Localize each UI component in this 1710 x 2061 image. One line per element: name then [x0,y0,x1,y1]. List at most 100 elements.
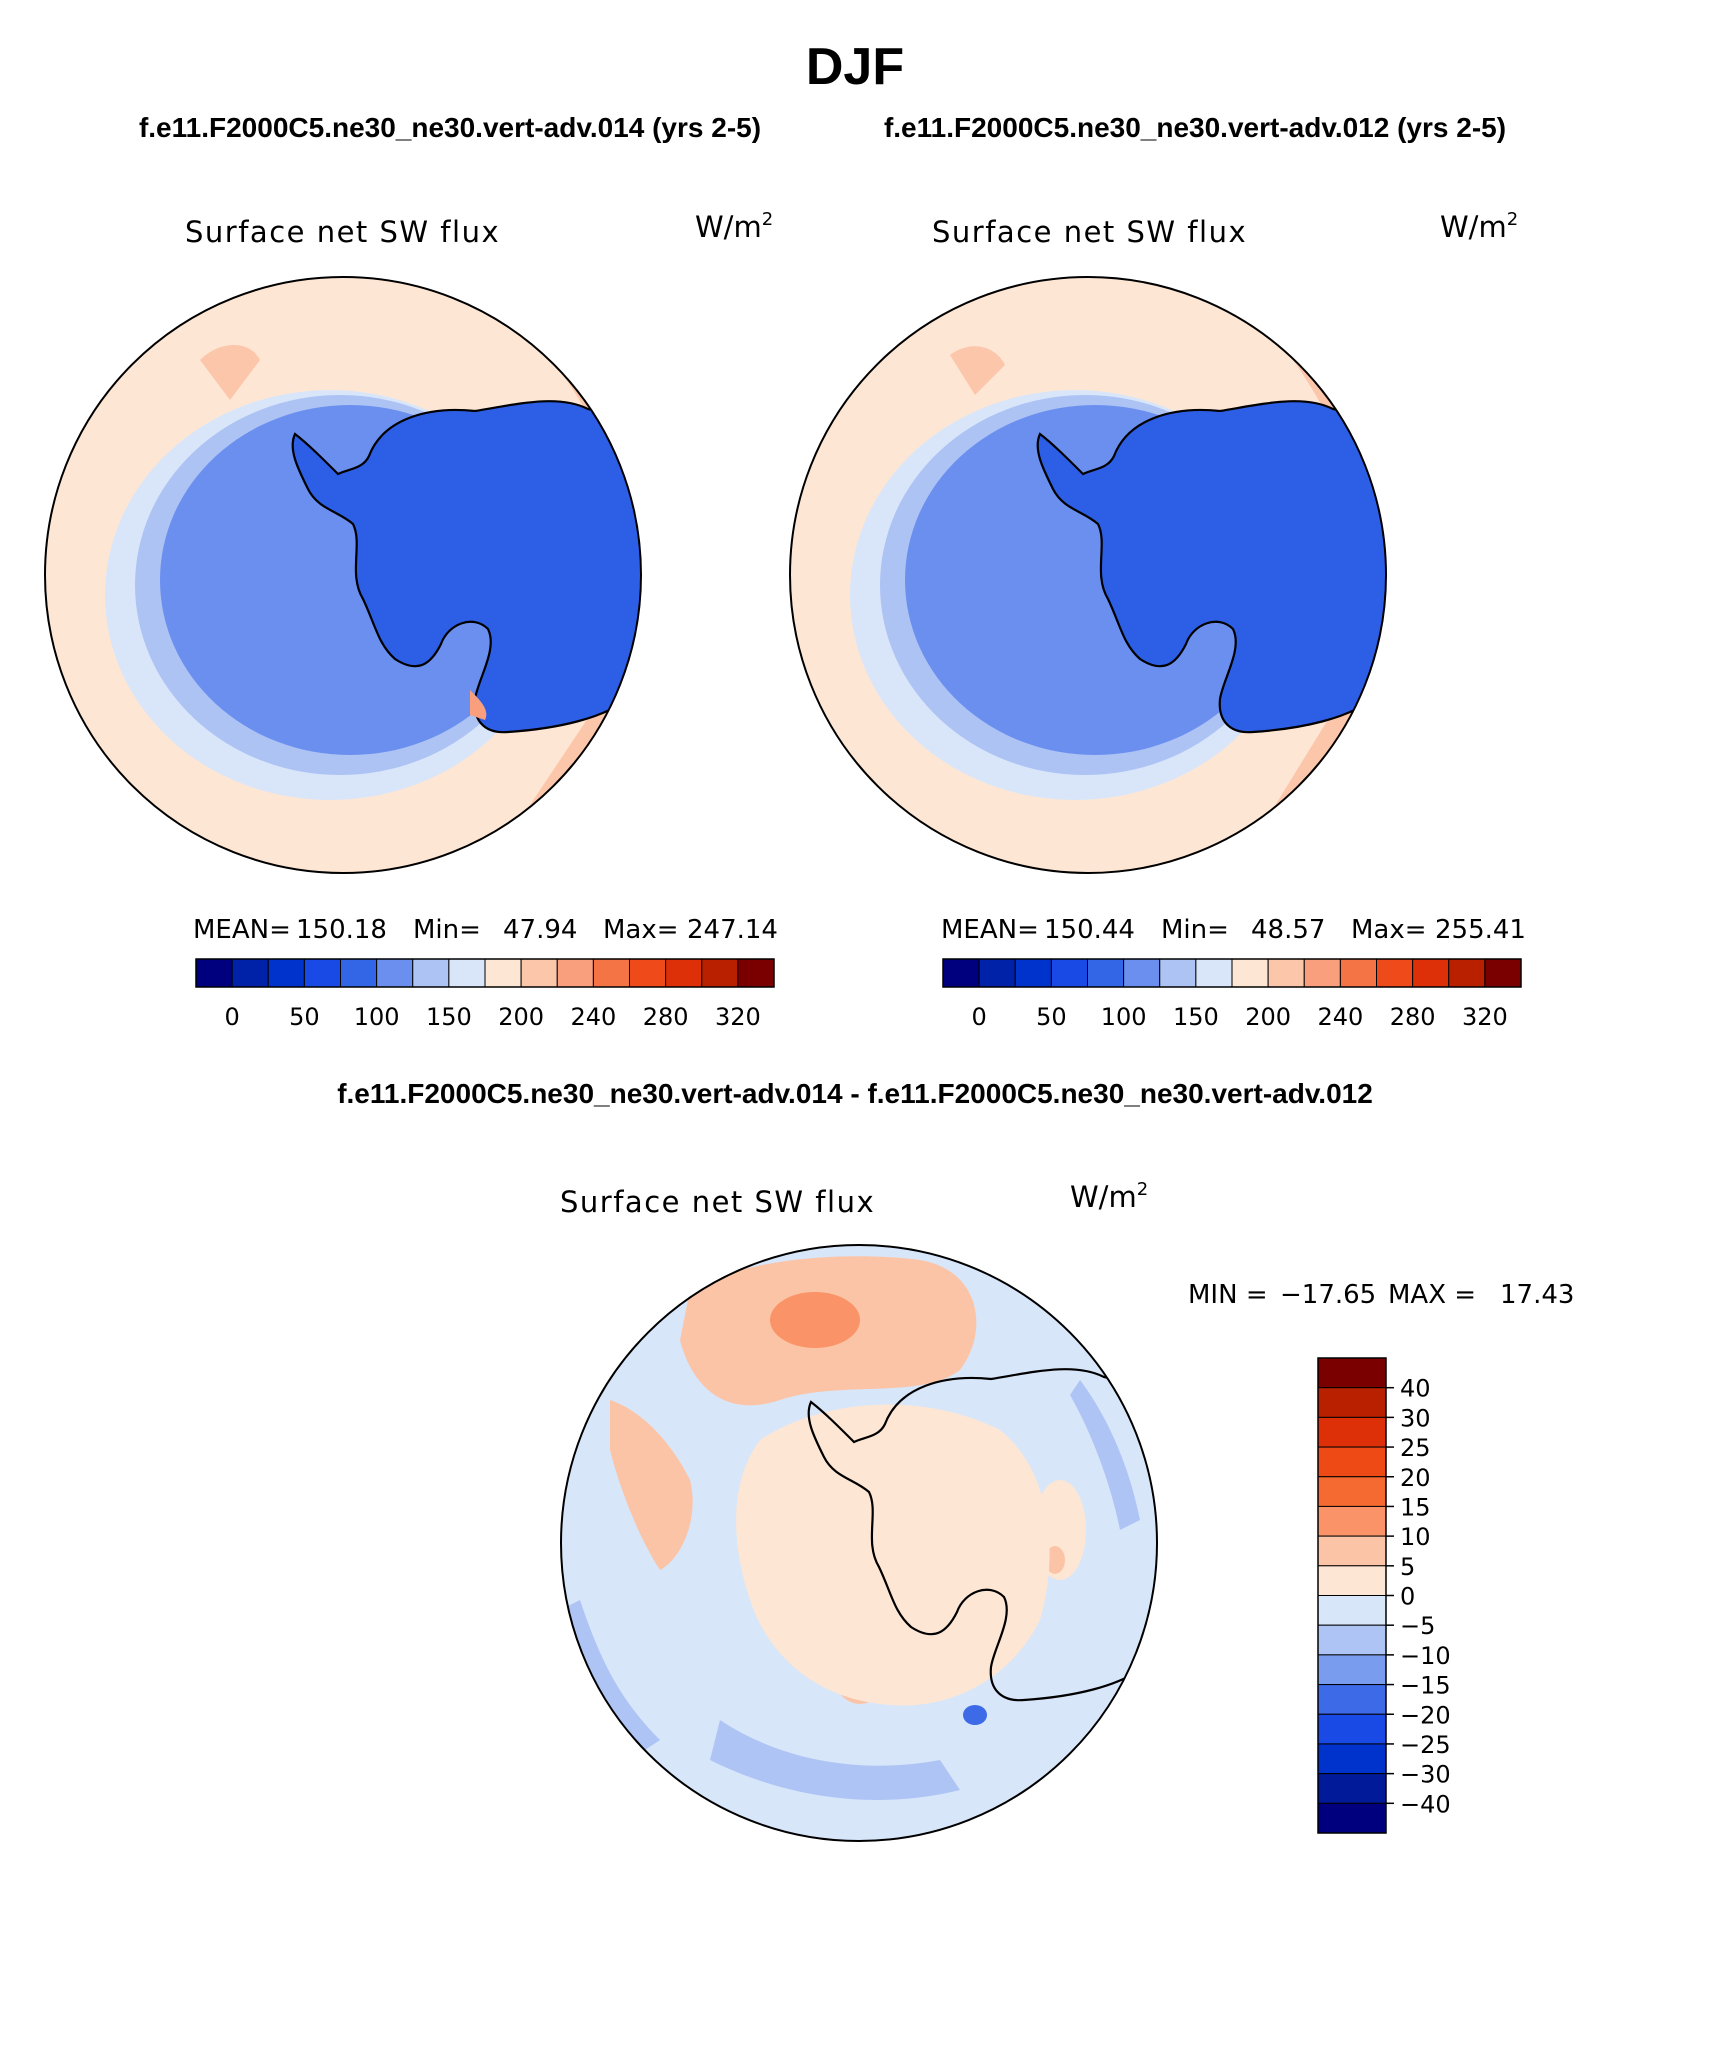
panel-b-map [790,277,1386,873]
panel-a-colorbar-box [340,958,378,988]
panel-b-colorbar-box [942,958,980,988]
panel-b-colorbar: 0 50 100 150 200 240 280 320 [942,958,1522,1031]
panel-diff-colorbar-tick-label: −15 [1400,1672,1451,1700]
panel-a-stats: MEAN= 150.18 Min= 47.94 Max= 247.14 [193,915,778,945]
svg-text:247.14: 247.14 [687,915,778,945]
panel-b-colorbar-box [1376,958,1414,988]
panel-b-colorbar-box [978,958,1016,988]
panel-a-colorbar-tick-label: 280 [643,1003,689,1031]
panel-a-colorbar-box [231,958,269,988]
panel-a-colorbar-tick-label: 100 [354,1003,400,1031]
panel-b-colorbar-tick-label: 240 [1317,1003,1363,1031]
panel-a-colorbar-box [484,958,522,988]
case-a-title: f.e11.F2000C5.ne30_ne30.vert-adv.014 (yr… [139,112,761,143]
panel-b-colorbar-box [1087,958,1125,988]
panel-a-colorbar-box [195,958,233,988]
panel-diff-colorbar-box [1317,1684,1387,1715]
panel-diff-units: W/m2 [1070,1179,1148,1214]
panel-a-colorbar-tick-label: 200 [498,1003,544,1031]
panel-b-variable-title: Surface net SW flux [932,215,1247,249]
panel-difference: Surface net SW flux W/m2 MIN = −17.65 [560,1179,1574,1842]
svg-text:48.57: 48.57 [1251,915,1325,945]
panel-diff-colorbar-tick-label: 30 [1400,1404,1431,1432]
panel-diff-stats: MIN = −17.65 MAX = 17.43 [1188,1280,1574,1310]
panel-diff-colorbar-tick-label: 0 [1400,1583,1415,1611]
svg-text:17.43: 17.43 [1500,1280,1574,1310]
panel-b-colorbar-tick-label: 0 [971,1003,986,1031]
panel-b-colorbar-box [1339,958,1377,988]
panel-a-colorbar-box [376,958,414,988]
panel-a-colorbar-tick-label: 240 [570,1003,616,1031]
panel-case-b: Surface net SW flux W/m2 MEAN= 150.44 Mi… [789,209,1526,1031]
panel-diff-colorbar-box [1317,1535,1387,1567]
panel-a-colorbar-tick-label: 320 [715,1003,761,1031]
panel-a-colorbar-tick-label: 0 [224,1003,239,1031]
panel-diff-colorbar-box [1317,1416,1387,1448]
svg-text:47.94: 47.94 [503,915,577,945]
panel-diff-colorbar-box [1317,1446,1387,1478]
panel-diff-colorbar-box [1317,1357,1387,1389]
panel-diff-colorbar-tick-label: 40 [1400,1375,1431,1403]
panel-diff-colorbar-box [1317,1505,1387,1537]
panel-diff-colorbar-tick-label: −5 [1400,1612,1435,1640]
panel-diff-map-outline [560,1244,1158,1842]
diff-title: f.e11.F2000C5.ne30_ne30.vert-adv.014 - f… [337,1078,1373,1109]
panel-diff-colorbar-tick-label: −20 [1400,1701,1451,1729]
panel-b-colorbar-tick-label: 100 [1101,1003,1147,1031]
panel-a-map [45,277,641,873]
panel-diff-colorbar-box [1317,1624,1387,1656]
svg-text:Min=: Min= [413,915,481,945]
panel-b-colorbar-box [1014,958,1052,988]
panel-diff-colorbar-box [1317,1743,1387,1775]
panel-a-colorbar-box [665,958,703,988]
svg-text:MIN =: MIN = [1188,1280,1268,1310]
panel-a-colorbar-frame [195,958,775,988]
panel-diff-colorbar-tick-label: −30 [1400,1761,1451,1789]
panel-a-colorbar-box [448,958,486,988]
panel-diff-colorbar-tick-label: 10 [1400,1523,1431,1551]
svg-text:MEAN=: MEAN= [193,915,291,945]
panel-a-colorbar-box [701,958,739,988]
panel-b-colorbar-tick-label: 320 [1462,1003,1508,1031]
panel-a-colorbar-box [520,958,558,988]
panel-b-colorbar-box [1195,958,1233,988]
svg-text:Min=: Min= [1161,915,1229,945]
panel-b-stats: MEAN= 150.44 Min= 48.57 Max= 255.41 [941,915,1526,945]
panel-diff-colorbar-box [1317,1802,1387,1834]
panel-diff-map [561,1245,1157,1841]
svg-text:Max=: Max= [603,915,679,945]
panel-a-colorbar-box [303,958,341,988]
panel-diff-colorbar-box [1317,1476,1387,1507]
svg-text:150.18: 150.18 [296,915,387,945]
panel-diff-colorbar-box [1317,1713,1387,1745]
svg-text:255.41: 255.41 [1435,915,1526,945]
panel-b-map-outline [789,276,1387,874]
panel-b-colorbar-box [1267,958,1305,988]
panel-a-colorbar-tick-label: 50 [289,1003,320,1031]
panel-b-units: W/m2 [1440,209,1518,244]
panel-b-colorbar-box [1159,958,1197,988]
svg-text:−17.65: −17.65 [1280,1280,1376,1310]
panel-a-map-outline [44,276,642,874]
panel-diff-colorbar-box [1317,1595,1387,1626]
panel-diff-colorbar-tick-label: 20 [1400,1464,1431,1492]
panel-a-colorbar: 0 50 100 150 200 240 280 320 [195,958,775,1031]
panel-b-colorbar-box [1448,958,1486,988]
panel-b-colorbar-box [1231,958,1269,988]
panel-a-colorbar-box [592,958,630,988]
panel-diff-variable-title: Surface net SW flux [560,1185,875,1219]
panel-a-colorbar-box [412,958,450,988]
panel-a-colorbar-box [267,958,305,988]
panel-b-colorbar-box [1123,958,1161,988]
svg-text:150.44: 150.44 [1044,915,1135,945]
panel-b-colorbar-tick-label: 50 [1036,1003,1067,1031]
svg-text:MAX =: MAX = [1388,1280,1476,1310]
panel-a-colorbar-box [556,958,594,988]
panel-a-colorbar-box [629,958,667,988]
panel-diff-colorbar-tick-label: 5 [1400,1553,1415,1581]
panel-a-variable-title: Surface net SW flux [185,215,500,249]
panel-diff-colorbar-tick-label: −25 [1400,1731,1451,1759]
panel-diff-colorbar-tick-label: 25 [1400,1434,1431,1462]
panel-diff-colorbar-box [1317,1565,1387,1596]
